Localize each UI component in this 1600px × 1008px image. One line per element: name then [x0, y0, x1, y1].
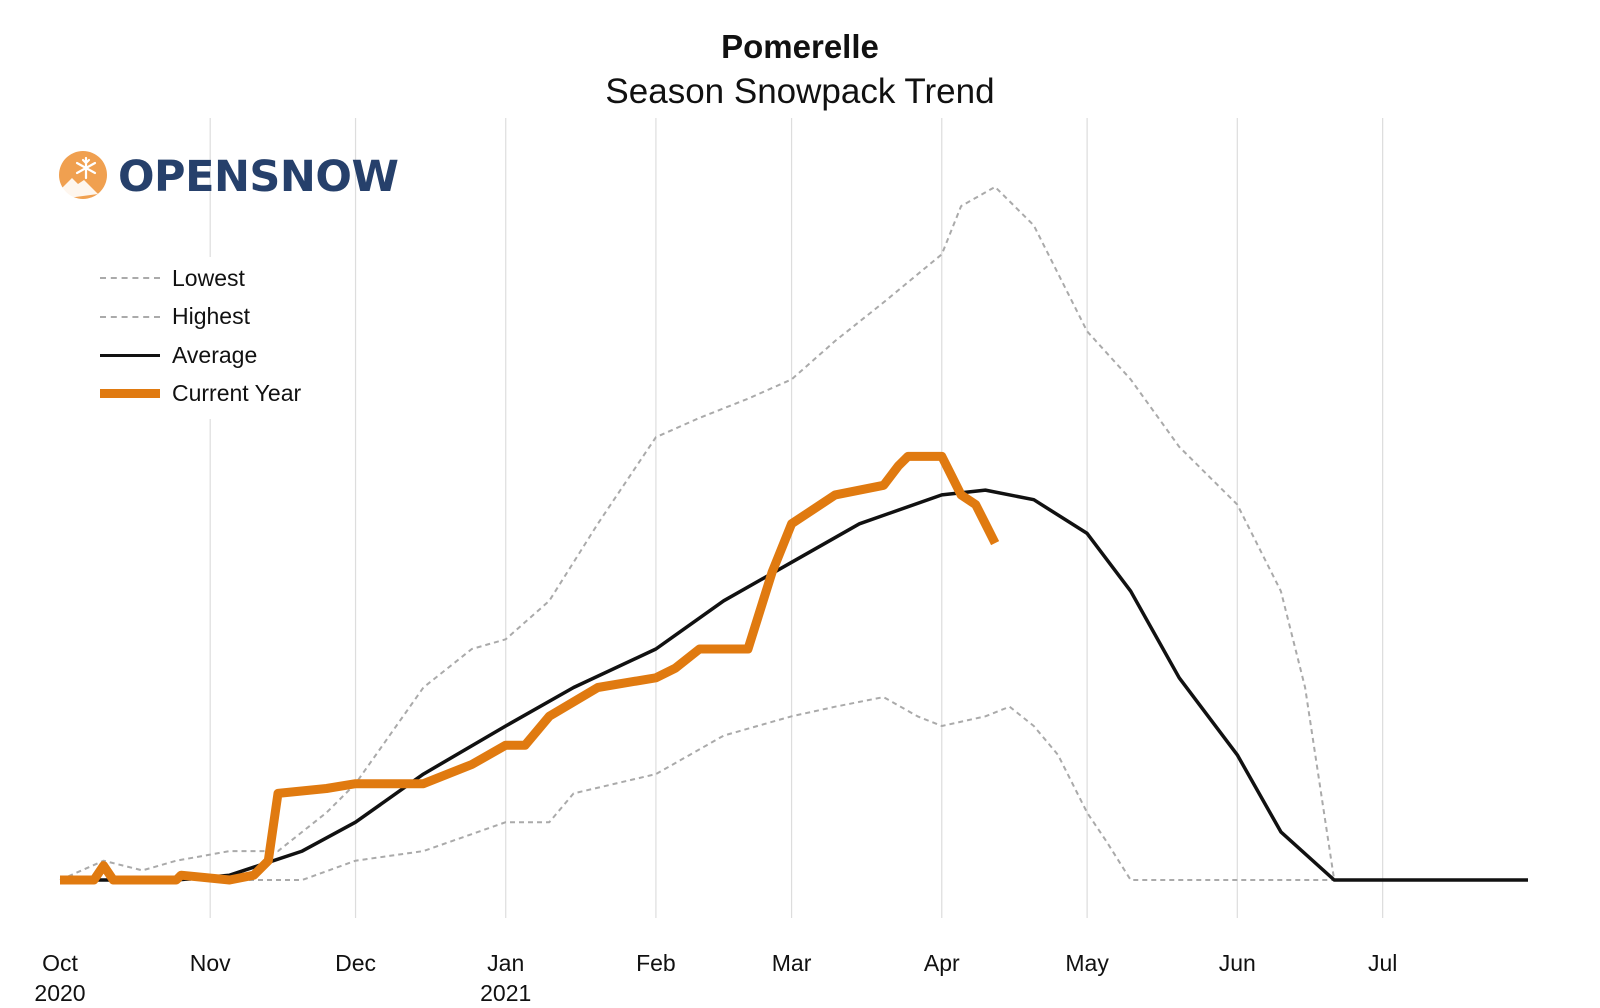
- x-tick-year: 2020: [34, 980, 86, 1006]
- legend-swatch: [100, 311, 160, 323]
- x-tick-apr: Apr: [923, 950, 960, 976]
- x-tick-jul: Jul: [1367, 950, 1398, 976]
- legend-item-highest: Highest: [100, 298, 301, 337]
- legend-item-current-year: Current Year: [100, 375, 301, 414]
- legend-swatch: [100, 349, 160, 361]
- legend-swatch: [100, 272, 160, 284]
- chart-subtitle: Season Snowpack Trend: [605, 72, 995, 111]
- x-tick-oct: Oct 2020: [34, 950, 86, 1006]
- legend-label: Average: [172, 341, 258, 368]
- x-tick-nov: Nov: [189, 950, 231, 976]
- logo-text: OPENSNOW: [118, 152, 399, 202]
- opensnow-logo: OPENSNOW: [58, 150, 399, 205]
- x-tick-year: 2021: [480, 980, 532, 1006]
- series-lowest: [60, 696, 1335, 881]
- x-tick-jan: Jan 2021: [480, 950, 532, 1006]
- legend-label: Highest: [172, 303, 250, 330]
- chart-title: Pomerelle: [721, 28, 879, 65]
- legend-item-average: Average: [100, 336, 301, 375]
- legend-label: Current Year: [172, 380, 302, 407]
- series-current-year: [60, 451, 1000, 885]
- x-tick-may: May: [1065, 950, 1109, 976]
- snowflake-mountain-icon: [58, 150, 108, 205]
- legend: Lowest Highest Average Current Year: [100, 257, 316, 419]
- x-tick-mar: Mar: [771, 950, 812, 976]
- x-tick-feb: Feb: [636, 950, 676, 976]
- legend-item-lowest: Lowest: [100, 259, 301, 298]
- x-tick-jun: Jun: [1218, 950, 1256, 976]
- series-highest: [59, 185, 1336, 881]
- series-average: [60, 488, 1528, 882]
- legend-label: Lowest: [172, 264, 245, 291]
- legend-swatch: [100, 388, 160, 400]
- x-tick-dec: Dec: [335, 950, 376, 976]
